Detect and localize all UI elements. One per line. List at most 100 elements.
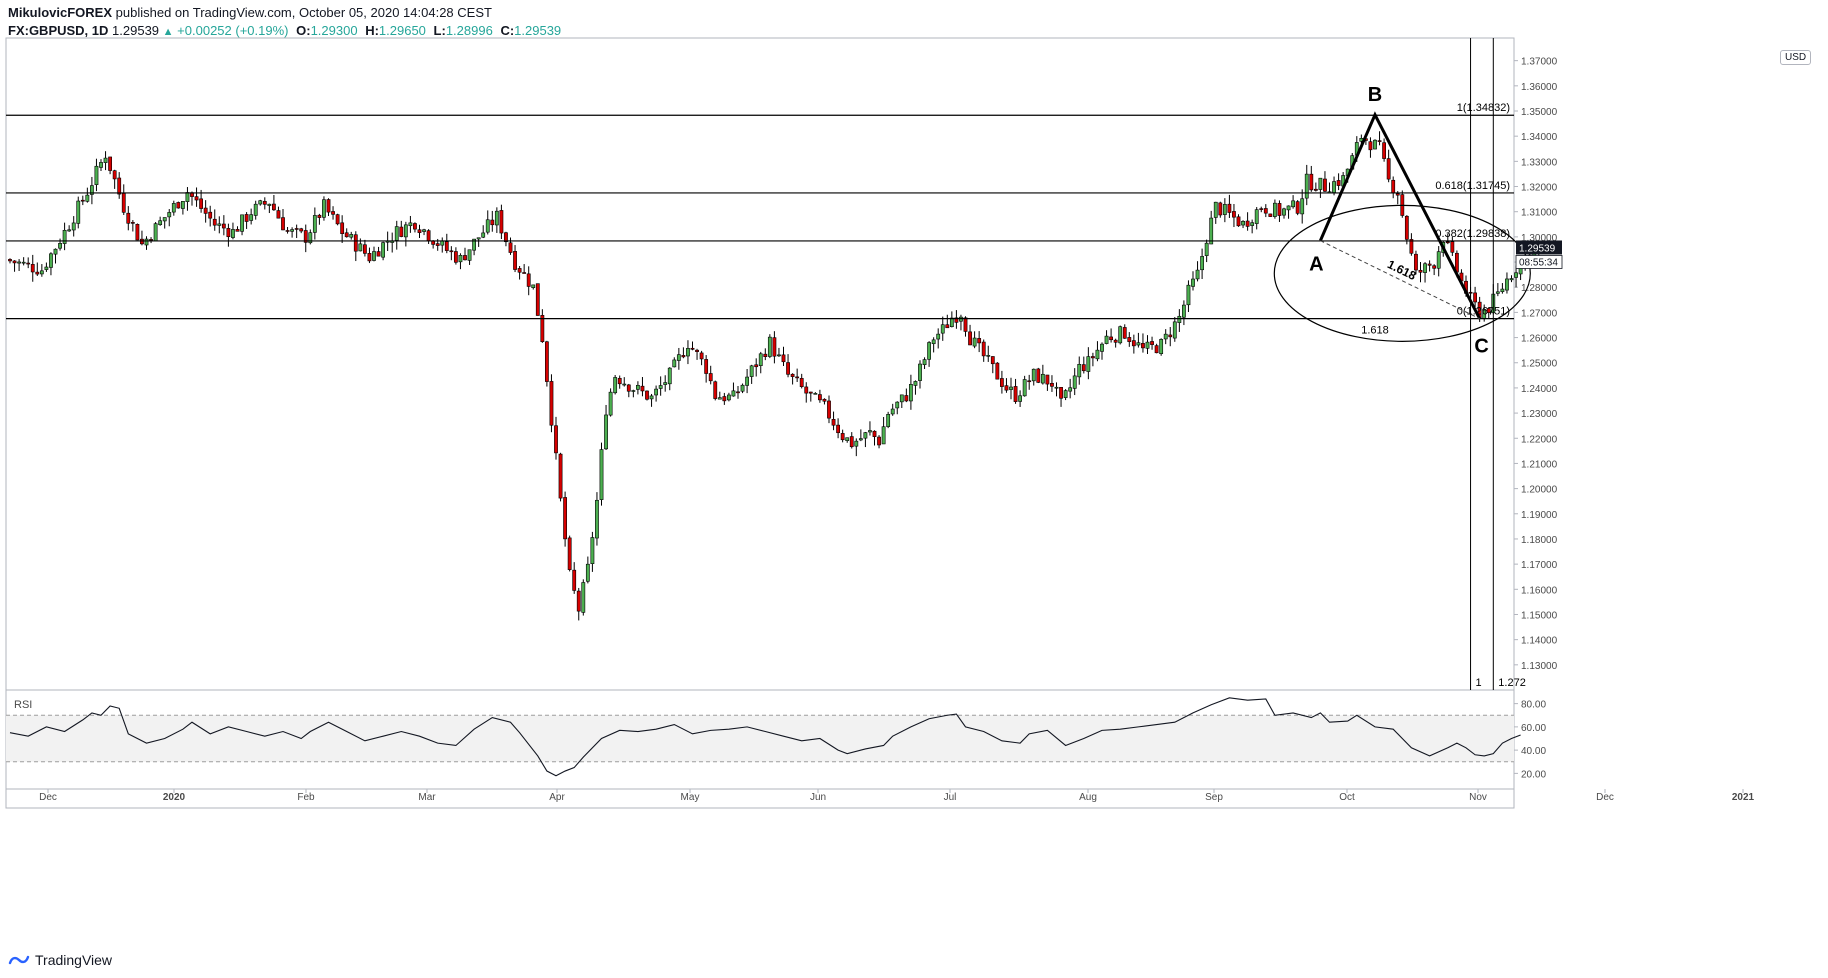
candle-body — [1277, 203, 1282, 216]
candle-body — [1118, 326, 1123, 344]
candle-body — [135, 223, 140, 241]
candle-body — [1209, 217, 1214, 245]
price-tick-label: 1.32000 — [1521, 183, 1558, 194]
candle-body — [281, 217, 285, 231]
fib-level-label: 0.382(1.29838) — [1435, 228, 1510, 240]
candle-body — [103, 157, 108, 163]
candle-body — [517, 268, 522, 273]
candle-body — [1009, 386, 1013, 390]
price-tick-label: 1.14000 — [1521, 636, 1558, 647]
candle-body — [485, 219, 490, 233]
candle-body — [449, 250, 454, 253]
candle-body — [1022, 379, 1027, 397]
close-label: C: — [500, 23, 515, 38]
candle-body — [763, 353, 768, 358]
candle-body — [877, 436, 881, 446]
candle-body — [608, 391, 613, 416]
candle-body — [963, 317, 968, 332]
candle-body — [795, 376, 800, 379]
candle-body — [1072, 375, 1077, 389]
candle-body — [39, 270, 44, 275]
symbol-name[interactable]: FX:GBPUSD, 1D — [8, 23, 109, 38]
candle-body — [49, 253, 53, 268]
candle-body — [1127, 337, 1132, 342]
candle-body — [212, 218, 217, 226]
candle-body — [599, 449, 604, 500]
price-tick-label: 1.24000 — [1521, 384, 1558, 395]
price-tick-label: 1.18000 — [1521, 535, 1558, 546]
fib-level-label: 0.618(1.31745) — [1435, 180, 1510, 192]
time-tick-label: Dec — [1596, 792, 1614, 803]
rsi-band-fill — [6, 715, 1514, 762]
candle-body — [85, 194, 90, 202]
price-tick-label: 1.23000 — [1521, 409, 1558, 420]
tradingview-branding[interactable]: TradingView — [8, 952, 112, 968]
candle-body — [344, 232, 349, 238]
candle-body — [1100, 343, 1104, 352]
open-value: 1.29300 — [310, 23, 358, 38]
candle-body — [590, 537, 595, 564]
publish-text: published on TradingView.com, October 05… — [115, 5, 492, 20]
brand-text: TradingView — [35, 952, 113, 968]
candle-body — [1018, 395, 1023, 402]
candle-body — [1273, 202, 1277, 217]
candle-body — [426, 230, 431, 241]
candle-body — [1250, 222, 1255, 226]
candle-body — [376, 251, 381, 257]
author-name[interactable]: MikulovicFOREX — [8, 5, 113, 20]
candle-body — [1395, 193, 1400, 196]
candle-body — [35, 271, 40, 275]
candle-body — [444, 241, 449, 251]
candle-body — [271, 203, 276, 211]
candle-body — [290, 229, 295, 232]
candle-body — [322, 199, 326, 218]
candle-body — [408, 222, 413, 227]
candle-body — [1245, 220, 1250, 227]
candle-body — [494, 210, 499, 226]
candle-body — [1077, 363, 1082, 378]
candle-body — [949, 317, 954, 328]
candle-body — [504, 232, 508, 243]
candle-body — [90, 185, 94, 195]
time-tick-label: Jul — [944, 792, 957, 803]
candle-body — [217, 223, 222, 226]
candle-body — [868, 430, 872, 433]
candle-body — [690, 347, 695, 350]
candle-body — [790, 373, 795, 377]
candle-body — [717, 397, 722, 400]
candle-body — [176, 202, 181, 209]
candle-body — [1131, 340, 1136, 347]
candle-body — [526, 273, 531, 287]
candle-body — [167, 212, 172, 218]
candle-body — [722, 396, 727, 402]
candle-body — [1204, 242, 1209, 256]
high-value: 1.29650 — [378, 23, 426, 38]
low-value: 1.28996 — [445, 23, 493, 38]
price-tick-label: 1.17000 — [1521, 560, 1558, 571]
currency-button[interactable]: USD — [1780, 50, 1812, 65]
time-tick-label: Sep — [1205, 792, 1223, 803]
candle-body — [1414, 253, 1418, 271]
candle-body — [731, 390, 736, 397]
candle-body — [440, 240, 445, 246]
candle-body — [977, 338, 982, 344]
time-tick-label: Oct — [1339, 792, 1355, 803]
candle-body — [1145, 341, 1150, 349]
candle-body — [1377, 140, 1382, 142]
price-tick-label: 1.35000 — [1521, 107, 1558, 118]
candle-body — [890, 408, 895, 415]
candle-body — [1309, 173, 1314, 191]
candle-body — [67, 229, 72, 232]
candle-body — [1318, 177, 1323, 190]
candle-body — [563, 497, 568, 540]
candle-body — [467, 249, 472, 261]
candle-body — [1227, 203, 1232, 213]
candle-body — [126, 212, 131, 224]
countdown-tag: 08:55:34 — [1519, 257, 1558, 268]
candle-body — [80, 199, 85, 202]
rsi-tick-label: 60.00 — [1521, 723, 1546, 734]
candle-body — [936, 333, 941, 340]
candle-body — [1172, 321, 1177, 339]
candle-body — [1427, 263, 1432, 266]
